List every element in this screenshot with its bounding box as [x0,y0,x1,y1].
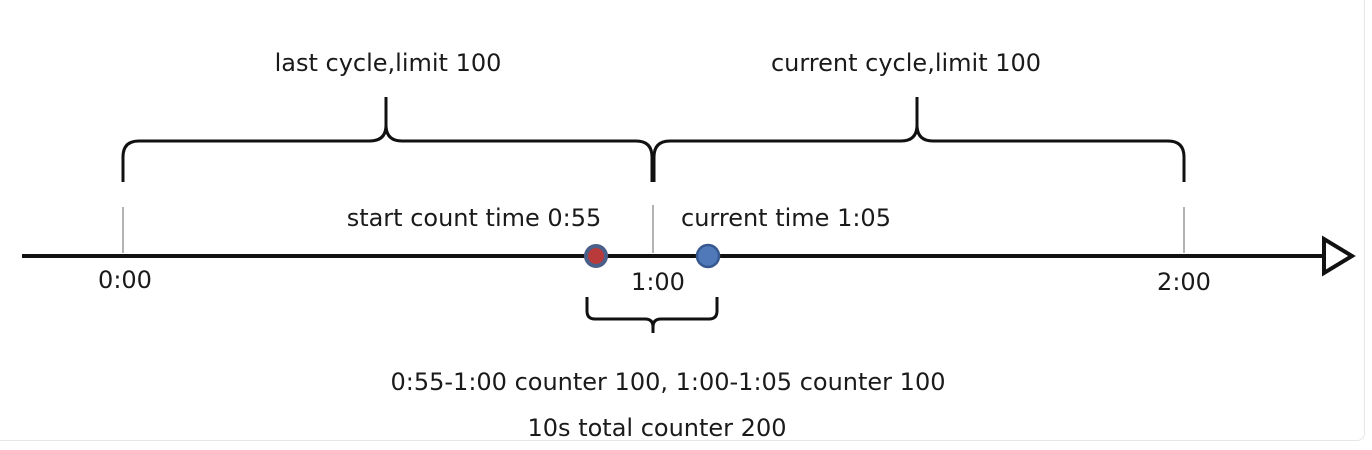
start-count-time-label: start count time 0:55 [347,204,602,232]
diagram-frame [0,0,1365,441]
tick-label-1-00: 1:00 [631,268,685,296]
tick-label-0-00: 0:00 [98,266,152,294]
last-cycle-brace [121,97,654,182]
current-cycle-brace [652,97,1186,182]
timeline-arrowhead [1322,235,1356,277]
current-time-marker [695,243,721,269]
tick-label-2-00: 2:00 [1157,268,1211,296]
current-cycle-label: current cycle,limit 100 [771,49,1041,77]
total-counter-note: 10s total counter 200 [528,414,787,442]
last-cycle-label: last cycle,limit 100 [275,49,502,77]
start-count-marker [584,244,608,268]
current-time-label: current time 1:05 [681,204,891,232]
sliding-window-bracket [585,297,719,333]
window-counter-note: 0:55-1:00 counter 100, 1:00-1:05 counter… [391,368,946,396]
